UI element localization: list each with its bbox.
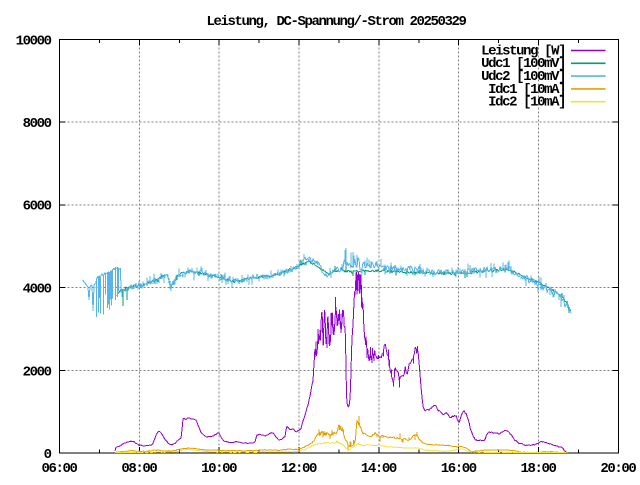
svg-text:14:00: 14:00 xyxy=(361,461,397,477)
svg-text:06:00: 06:00 xyxy=(41,461,77,477)
svg-text:8000: 8000 xyxy=(23,116,52,132)
svg-text:20:00: 20:00 xyxy=(600,461,636,477)
svg-text:0: 0 xyxy=(44,447,52,463)
svg-text:Idc2 [10mA]: Idc2 [10mA] xyxy=(488,95,565,111)
svg-text:Udc2 [100mV]: Udc2 [100mV] xyxy=(481,69,565,85)
svg-text:2000: 2000 xyxy=(23,364,52,380)
svg-text:16:00: 16:00 xyxy=(441,461,477,477)
svg-text:Idc1 [10mA]: Idc1 [10mA] xyxy=(488,82,565,98)
svg-text:10000: 10000 xyxy=(16,33,52,49)
svg-text:10:00: 10:00 xyxy=(201,461,237,477)
svg-text:Leistung, DC-Spannung/-Strom 2: Leistung, DC-Spannung/-Strom 20250329 xyxy=(206,14,466,30)
svg-text:18:00: 18:00 xyxy=(521,461,557,477)
svg-text:12:00: 12:00 xyxy=(281,461,317,477)
svg-text:Leistung [W]: Leistung [W] xyxy=(481,43,565,59)
svg-text:6000: 6000 xyxy=(23,199,52,215)
svg-text:08:00: 08:00 xyxy=(121,461,157,477)
svg-text:4000: 4000 xyxy=(23,281,52,297)
svg-text:Udc1 [100mV]: Udc1 [100mV] xyxy=(481,56,565,72)
